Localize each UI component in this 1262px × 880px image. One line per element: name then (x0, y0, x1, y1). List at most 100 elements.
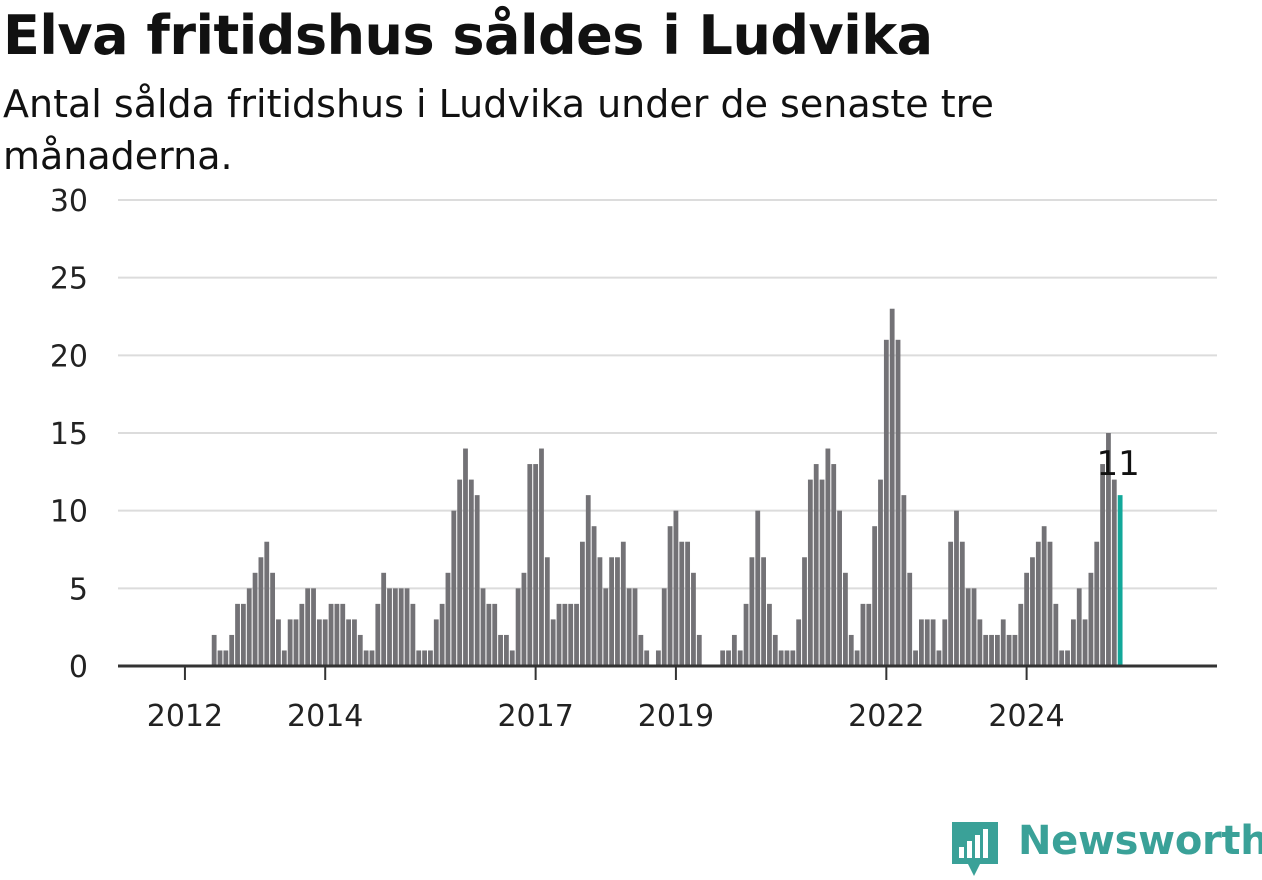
bar (410, 603, 416, 666)
bar (585, 495, 591, 666)
newsworthy-logo-icon (952, 822, 998, 876)
bar (1012, 634, 1018, 666)
bar (948, 541, 954, 666)
bar (334, 603, 340, 666)
bar (346, 619, 351, 666)
y-tick-label: 25 (50, 262, 88, 297)
bar (924, 619, 930, 666)
bar (375, 603, 381, 666)
y-tick-label: 10 (50, 495, 88, 530)
bar (831, 464, 837, 666)
bar (807, 479, 813, 666)
bar (655, 650, 661, 666)
bar (913, 650, 918, 666)
bar (439, 603, 445, 666)
bar (217, 650, 223, 666)
bar (1047, 541, 1053, 666)
bar (685, 541, 691, 666)
bar (579, 541, 585, 666)
bar (983, 634, 989, 666)
bar (591, 526, 597, 666)
bar (433, 619, 439, 666)
bar (498, 634, 503, 666)
bar (1111, 479, 1117, 666)
bar (620, 541, 626, 666)
newsworthy-brand: Newsworthy (950, 818, 1262, 880)
bar (1070, 619, 1076, 666)
bar (615, 557, 620, 666)
bar (562, 603, 568, 666)
bar (492, 603, 498, 666)
bar (369, 650, 375, 666)
bar (673, 510, 679, 666)
x-tick-label: 2014 (287, 699, 363, 734)
bar (258, 557, 264, 666)
bar (691, 572, 696, 666)
bar (848, 634, 854, 666)
bar (603, 588, 609, 666)
bar (965, 588, 971, 666)
bar (1100, 464, 1105, 666)
bar (743, 603, 749, 666)
bar (632, 588, 638, 666)
bar (872, 526, 878, 666)
bar (1082, 619, 1088, 666)
y-axis: 0 5 10 15 20 25 30 (50, 184, 88, 685)
bar-latest (1117, 495, 1123, 666)
y-tick-label: 30 (50, 184, 88, 219)
bar (854, 650, 860, 666)
bar (293, 619, 299, 666)
bar (463, 448, 468, 666)
bar (644, 650, 650, 666)
bar (322, 619, 328, 666)
bar (515, 588, 521, 666)
bar (778, 650, 784, 666)
bar (357, 634, 363, 666)
bar (860, 603, 866, 666)
y-tick-label: 5 (69, 572, 88, 607)
bar (837, 510, 842, 666)
bar (1106, 433, 1111, 666)
bar (959, 541, 965, 666)
chart-subtitle: Antal sålda fritidshus i Ludvika under d… (3, 82, 994, 178)
bar (404, 588, 410, 666)
bar (316, 619, 322, 666)
y-tick-label: 0 (69, 650, 88, 685)
bar (550, 619, 556, 666)
bar (994, 634, 1000, 666)
bar (919, 619, 924, 666)
bar (784, 650, 790, 666)
bar (1041, 526, 1047, 666)
bar (609, 557, 615, 666)
x-tick-label: 2022 (848, 699, 924, 734)
bar (340, 603, 346, 666)
bar (796, 619, 802, 666)
bars (211, 308, 1123, 666)
bar (1024, 572, 1030, 666)
bar (468, 479, 474, 666)
bar (381, 572, 387, 666)
bar (755, 510, 761, 666)
x-tick-label: 2019 (638, 699, 714, 734)
bar (989, 634, 994, 666)
y-tick-label: 20 (50, 339, 88, 374)
bar (270, 572, 276, 666)
bar (825, 448, 831, 666)
bar (416, 650, 422, 666)
bar (679, 541, 685, 666)
bar (889, 308, 895, 666)
bar (1000, 619, 1006, 666)
bar (521, 572, 527, 666)
x-tick-label: 2024 (988, 699, 1064, 734)
bar (276, 619, 281, 666)
bar (246, 588, 252, 666)
bar (866, 603, 872, 666)
bar (819, 479, 825, 666)
bar (1035, 541, 1041, 666)
bar (726, 650, 731, 666)
bar (445, 572, 451, 666)
bar (1065, 650, 1070, 666)
bar (761, 557, 766, 666)
bar (240, 603, 246, 666)
bar (480, 588, 486, 666)
